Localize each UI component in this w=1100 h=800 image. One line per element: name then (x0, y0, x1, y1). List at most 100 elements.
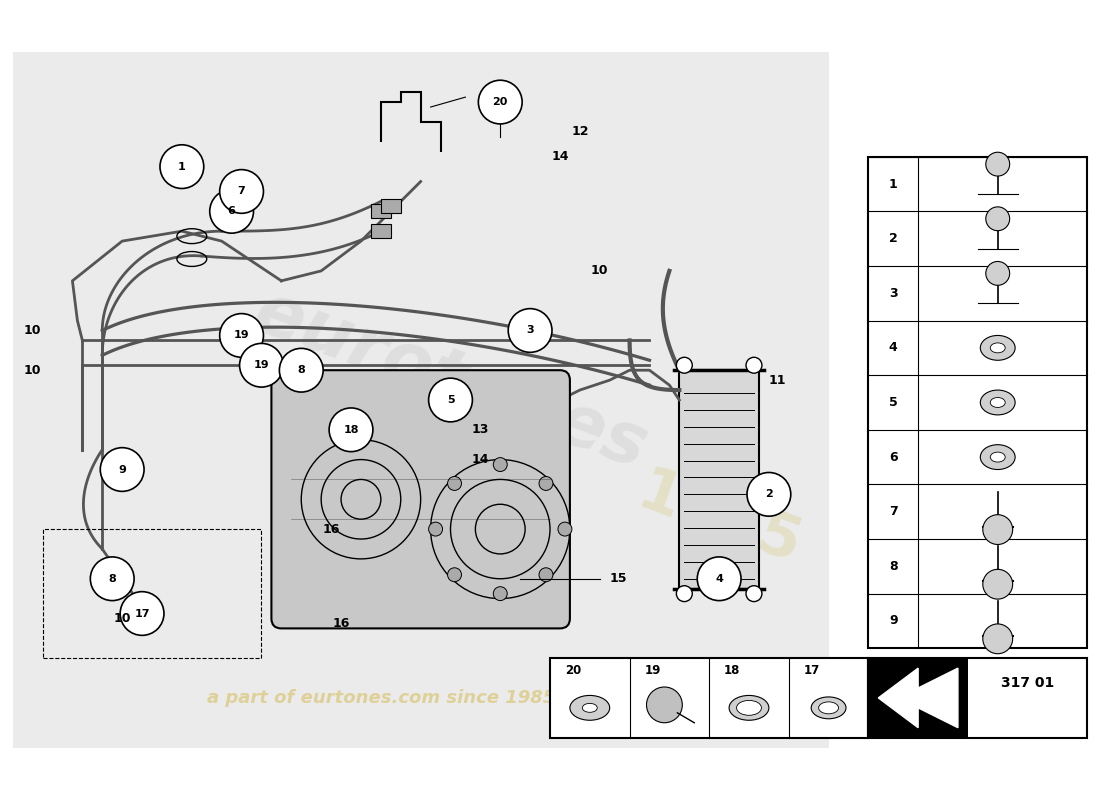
Text: 8: 8 (889, 560, 898, 573)
Circle shape (982, 624, 1013, 654)
Circle shape (986, 262, 1010, 286)
Circle shape (647, 687, 682, 722)
Text: 9: 9 (889, 614, 898, 627)
Text: 12: 12 (571, 126, 588, 138)
Circle shape (448, 477, 462, 490)
Ellipse shape (990, 343, 1005, 353)
Ellipse shape (729, 695, 769, 720)
Ellipse shape (980, 445, 1015, 470)
Bar (868, 658, 1087, 738)
Text: 20: 20 (565, 664, 581, 677)
Text: 6: 6 (228, 206, 235, 216)
Circle shape (220, 314, 264, 358)
Text: 14: 14 (472, 453, 490, 466)
Text: 17: 17 (134, 609, 150, 618)
Circle shape (429, 522, 442, 536)
Text: 317 01: 317 01 (1001, 676, 1054, 690)
Text: 10: 10 (591, 265, 608, 278)
Bar (868, 157, 1087, 648)
Ellipse shape (818, 702, 838, 714)
Text: 18: 18 (343, 425, 359, 434)
Ellipse shape (570, 695, 609, 720)
Text: 4: 4 (889, 342, 898, 354)
Text: 14: 14 (551, 150, 569, 163)
Bar (868, 658, 968, 738)
Bar (381, 199, 400, 214)
Polygon shape (878, 668, 958, 728)
Bar (43, 529, 262, 658)
Circle shape (329, 408, 373, 452)
Text: 15: 15 (609, 572, 627, 586)
Text: 17: 17 (804, 664, 820, 677)
Text: 1985: 1985 (629, 462, 810, 576)
Circle shape (746, 586, 762, 602)
Circle shape (448, 568, 462, 582)
Text: 1: 1 (889, 178, 898, 190)
Text: 3: 3 (889, 286, 898, 300)
Circle shape (982, 570, 1013, 599)
Text: 8: 8 (297, 366, 305, 375)
Circle shape (747, 473, 791, 516)
Text: 5: 5 (447, 395, 454, 405)
Bar (680, 370, 759, 589)
Text: 6: 6 (889, 450, 898, 464)
Ellipse shape (980, 390, 1015, 415)
FancyBboxPatch shape (272, 370, 570, 629)
Text: 2: 2 (889, 232, 898, 245)
Circle shape (676, 586, 692, 602)
Text: 4: 4 (715, 574, 723, 584)
Ellipse shape (990, 398, 1005, 407)
Circle shape (240, 343, 284, 387)
Circle shape (539, 568, 553, 582)
Text: 1: 1 (178, 162, 186, 172)
Circle shape (986, 152, 1010, 176)
Text: 18: 18 (724, 664, 740, 677)
FancyBboxPatch shape (13, 53, 828, 747)
Bar (371, 224, 390, 238)
Text: a part of eurtones.com since 1985: a part of eurtones.com since 1985 (207, 689, 556, 707)
Circle shape (558, 522, 572, 536)
Circle shape (279, 348, 323, 392)
Text: 10: 10 (113, 612, 131, 625)
Circle shape (210, 190, 253, 233)
Circle shape (120, 592, 164, 635)
Text: 7: 7 (889, 506, 898, 518)
Circle shape (746, 358, 762, 373)
Text: 7: 7 (238, 186, 245, 197)
Text: 3: 3 (526, 326, 534, 335)
Text: 2: 2 (764, 490, 773, 499)
Text: 19: 19 (234, 330, 250, 341)
Circle shape (539, 477, 553, 490)
Circle shape (429, 378, 472, 422)
Circle shape (160, 145, 204, 189)
Text: 20: 20 (493, 97, 508, 107)
Ellipse shape (811, 697, 846, 718)
Ellipse shape (582, 703, 597, 712)
Text: 19: 19 (254, 360, 270, 370)
Circle shape (697, 557, 741, 601)
Text: 9: 9 (118, 465, 127, 474)
Circle shape (982, 514, 1013, 545)
Text: 19: 19 (645, 664, 661, 677)
Circle shape (508, 309, 552, 352)
Text: 10: 10 (24, 364, 42, 377)
Circle shape (493, 458, 507, 471)
Text: 11: 11 (769, 374, 786, 386)
Circle shape (478, 80, 522, 124)
Text: 8: 8 (108, 574, 117, 584)
Ellipse shape (980, 335, 1015, 360)
Circle shape (220, 170, 264, 214)
Bar (371, 204, 390, 218)
Ellipse shape (990, 452, 1005, 462)
Circle shape (493, 586, 507, 601)
Text: 13: 13 (472, 423, 490, 436)
Bar (550, 658, 868, 738)
Text: 5: 5 (889, 396, 898, 409)
Text: 16: 16 (332, 617, 350, 630)
Ellipse shape (737, 700, 761, 715)
Text: 16: 16 (322, 522, 340, 535)
Text: 10: 10 (24, 324, 42, 337)
Circle shape (986, 207, 1010, 230)
Circle shape (90, 557, 134, 601)
Circle shape (676, 358, 692, 373)
